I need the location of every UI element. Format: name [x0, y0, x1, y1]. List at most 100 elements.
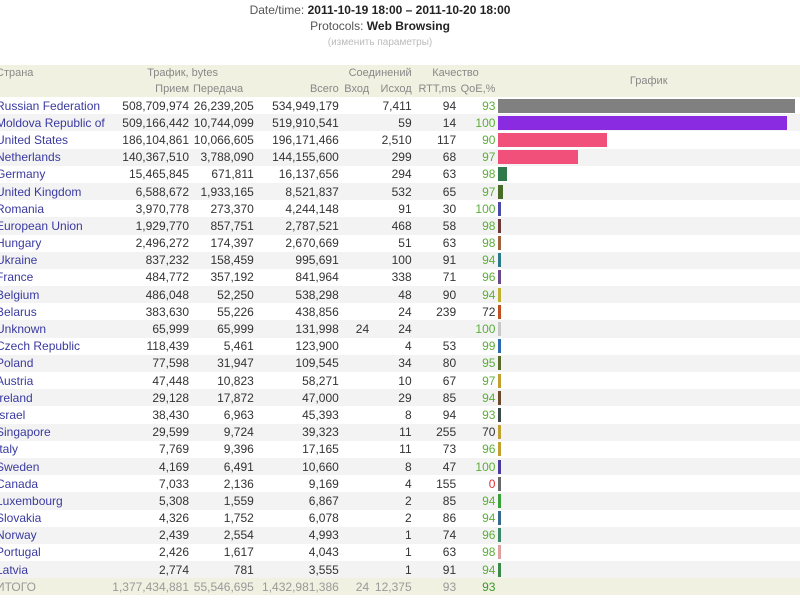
rtt-cell: 63	[442, 236, 457, 251]
traffic-bar	[498, 390, 502, 405]
country-link[interactable]: Unknown	[0, 322, 47, 337]
rtt-cell: 255	[413, 423, 459, 441]
country-link[interactable]: Czech Republic	[0, 339, 81, 354]
country-link[interactable]: Portugal	[0, 545, 41, 560]
qoe-cell: 96	[482, 270, 496, 285]
country-link[interactable]: Israel	[0, 407, 26, 422]
received-cell: 484,772	[145, 270, 190, 285]
total-cell: 123,900	[295, 339, 339, 354]
country-link[interactable]: Belgium	[0, 287, 40, 302]
country-link[interactable]: Germany	[0, 167, 46, 182]
col-in[interactable]: Вход	[340, 81, 372, 97]
table-row: European Union 1,929,770 857,751 2,787,521 4…	[0, 217, 800, 235]
country-link[interactable]: Slovakia	[0, 511, 42, 526]
protocols-value: Web Browsing	[366, 19, 450, 33]
rtt-cell	[413, 320, 459, 338]
col-out[interactable]: Исход	[371, 81, 414, 97]
country-link[interactable]: Austria	[0, 373, 34, 388]
country-link[interactable]: Luxembourg	[0, 493, 63, 508]
country-link[interactable]: Romania	[0, 201, 45, 216]
country-cell: Belgium	[0, 286, 110, 304]
country-link[interactable]: European Union	[0, 218, 83, 233]
country-cell: Hungary	[0, 235, 109, 252]
country-link[interactable]: Belarus	[0, 304, 37, 319]
total-cell: 10,660	[255, 457, 341, 476]
received-cell: 2,439	[109, 526, 192, 544]
total-cell: 6,078	[308, 511, 339, 526]
col-rtt[interactable]: RTT,ms	[413, 81, 459, 97]
out-cell: 91	[398, 201, 412, 216]
country-link[interactable]: Latvia	[0, 562, 29, 577]
received-cell: 29,599	[109, 423, 192, 441]
total-sent: 55,546,695	[191, 578, 256, 596]
country-link[interactable]: Italy	[0, 442, 19, 457]
rtt-cell: 155	[436, 476, 457, 491]
table-row: Austria 47,448 10,823 58,271 10 67 97	[0, 372, 800, 389]
country-link[interactable]: Norway	[0, 528, 37, 543]
graph-cell	[497, 510, 800, 527]
traffic-bar	[498, 322, 502, 337]
country-link[interactable]: Sweden	[0, 459, 40, 474]
country-cell: Canada	[0, 475, 109, 492]
country-link[interactable]: Ireland	[0, 390, 33, 405]
col-traffic: Трафик, bytes	[109, 65, 256, 81]
total-cell: 519,910,541	[255, 114, 341, 132]
out-cell: 1	[404, 545, 412, 560]
graph-cell	[497, 338, 800, 355]
country-link[interactable]: Hungary	[0, 236, 42, 251]
country-link[interactable]: Poland	[0, 356, 34, 371]
received-cell: 837,232	[109, 251, 192, 269]
total-cell: 538,298	[255, 286, 341, 304]
country-cell: Sweden	[0, 457, 110, 476]
received-cell: 2,426	[158, 545, 190, 560]
totals-row: ИТОГО 1,377,434,881 55,546,695 1,432,981,38…	[0, 578, 800, 596]
total-cell: 6,867	[255, 492, 341, 510]
country-link[interactable]: United Kingdom	[0, 184, 82, 199]
col-received[interactable]: Прием	[109, 81, 192, 97]
country-link[interactable]: Moldova Republic of	[0, 115, 105, 130]
in-cell	[341, 235, 371, 252]
col-total[interactable]: Всего	[255, 81, 341, 97]
country-link[interactable]: Russian Federation	[0, 98, 101, 113]
sent-cell: 31,947	[191, 354, 256, 372]
country-link[interactable]: Netherlands	[0, 150, 61, 165]
qoe-cell: 94	[482, 511, 496, 526]
sent-cell: 9,724	[191, 423, 256, 441]
country-cell: Poland	[0, 354, 110, 372]
traffic-bar	[498, 184, 504, 199]
received-cell: 508,709,974	[122, 98, 190, 113]
graph-cell	[497, 131, 800, 148]
qoe-cell: 70	[458, 423, 498, 441]
in-cell	[341, 406, 371, 423]
country-link[interactable]: Canada	[0, 476, 39, 491]
qoe-cell: 94	[458, 561, 498, 579]
qoe-cell: 98	[458, 217, 498, 235]
graph-cell	[497, 406, 800, 423]
col-country[interactable]: Страна	[0, 65, 110, 81]
country-cell: Singapore	[0, 423, 110, 441]
in-cell	[341, 303, 371, 320]
col-qoe[interactable]: QoE,%	[458, 81, 498, 97]
qoe-cell: 96	[458, 526, 498, 544]
graph-cell	[497, 286, 800, 304]
rtt-cell: 30	[442, 201, 457, 216]
in-cell	[341, 544, 371, 561]
sent-cell: 6,963	[223, 407, 254, 422]
country-link[interactable]: United States	[0, 132, 69, 147]
rtt-cell: 94	[442, 98, 457, 113]
rtt-cell: 65	[413, 182, 459, 201]
country-cell: Latvia	[0, 561, 110, 579]
country-link[interactable]: Singapore	[0, 425, 51, 440]
country-link[interactable]: France	[0, 270, 34, 285]
out-cell: 299	[371, 148, 414, 166]
country-link[interactable]: Ukraine	[0, 253, 38, 268]
total-cell: 4,244,148	[285, 201, 339, 216]
table-row: Slovakia 4,326 1,752 6,078 2 86 94	[0, 510, 800, 527]
out-cell: 29	[371, 389, 414, 407]
table-row: Germany 15,465,845 671,811 16,137,656 294 63 9…	[0, 166, 800, 183]
in-cell	[341, 372, 371, 389]
table-row: United Kingdom 6,588,672 1,933,165 8,521,83…	[0, 182, 800, 201]
out-cell: 24	[371, 320, 414, 338]
col-sent[interactable]: Передача	[191, 81, 256, 97]
change-params-link[interactable]: (изменить параметры)	[327, 37, 433, 48]
